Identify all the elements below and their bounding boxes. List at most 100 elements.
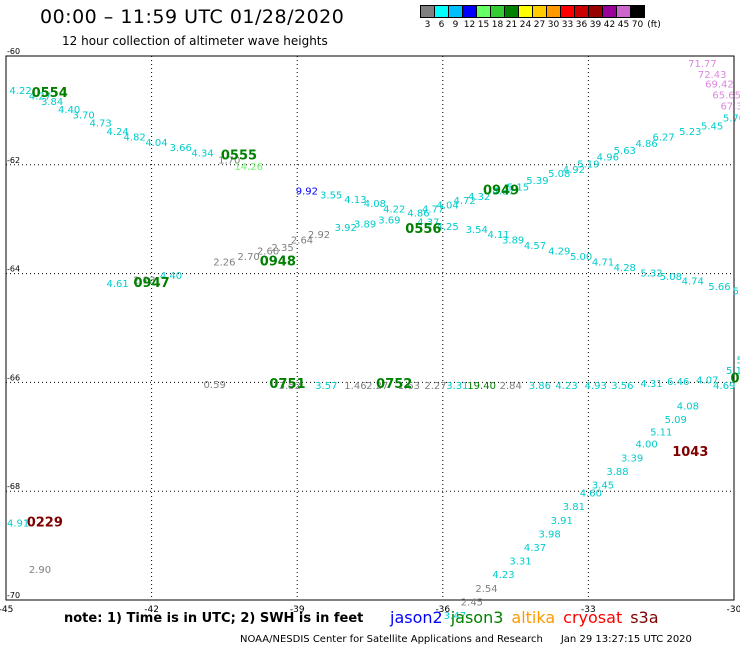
wave-height-label: 4.93 [585, 381, 607, 392]
legend-label: 70 [631, 20, 644, 30]
wave-height-label: 3.69 [378, 216, 400, 227]
pass-time-label: 0949 [483, 184, 519, 199]
wave-height-label: 1.46 [344, 381, 366, 392]
wave-height-label: 4.04 [437, 200, 459, 211]
wave-height-label: 3.47 [444, 611, 466, 622]
wave-height-label: 4.13 [344, 195, 366, 206]
latitude-tick-label: -70 [7, 591, 20, 600]
longitude-tick-label: -36 [435, 605, 450, 615]
wave-height-label: 69.42 [705, 80, 734, 91]
wave-height-label: 3.89 [502, 236, 524, 247]
wave-height-label: 5. [737, 355, 740, 366]
wave-height-label: 4.27 [29, 92, 51, 103]
wave-height-label: 3.70 [73, 111, 95, 122]
legend-unit: (ft) [647, 20, 661, 30]
wave-height-label: 1.63 [398, 381, 420, 392]
wave-height-label: 4.61 [106, 279, 128, 290]
latitude-tick-label: -64 [7, 265, 20, 274]
wave-height-label: 3.84 [41, 97, 63, 108]
latitude-tick-label: -60 [7, 47, 20, 56]
pass-time-label: 0555 [221, 148, 257, 163]
legend-label: 30 [547, 20, 560, 30]
satellite-legend: jason2 jason3 altika cryosat s3a [390, 608, 667, 627]
wave-height-label: 4.00 [636, 440, 658, 451]
legend-labels: 3 6 9 12 15 18 21 24 27 30 33 36 39 42 45 70 (ft) [420, 18, 661, 32]
wave-height-label: 14.26 [234, 162, 263, 173]
wave-height-label: 2.64 [291, 236, 313, 247]
satellite-label-cryosat: cryosat [563, 608, 623, 627]
wave-height-label: 71.77 [688, 59, 717, 70]
wave-height-label: 5.49 [733, 286, 740, 297]
wave-height-label: 4.91 [7, 519, 29, 530]
legend-label: 42 [603, 20, 616, 30]
wave-height-label: 2.54 [475, 584, 497, 595]
longitude-tick-label: -45 [0, 605, 13, 615]
wave-height-label: 4.08 [364, 199, 386, 210]
wave-height-label: 5.11 [650, 428, 672, 439]
longitude-tick-label: -33 [581, 605, 596, 615]
wave-height-label: 4.32 [468, 192, 490, 203]
wave-height-label: 5.66 [708, 282, 730, 293]
legend-swatches [420, 5, 645, 18]
wave-height-label: 2.70 [238, 252, 260, 263]
satellite-label-s3a: s3a [630, 608, 659, 627]
legend-label: 9 [452, 20, 459, 30]
latitude-tick-label: -66 [7, 373, 20, 382]
wave-height-label: 4.74 [682, 276, 704, 287]
wave-height-label: 5.19 [577, 160, 599, 171]
satellite-label-jason2: jason2 [390, 608, 443, 627]
wave-height-label: 4.29 [548, 247, 570, 258]
wave-height-label: 3.89 [354, 219, 376, 230]
wave-height-label: 2.45 [461, 597, 483, 608]
wave-height-label: 4.86 [636, 139, 658, 150]
wave-height-label: 6.27 [652, 132, 674, 143]
satellite-label-altika: altika [511, 608, 556, 627]
wave-height-label: 4.11 [487, 230, 509, 241]
wave-height-label: 2.27 [366, 381, 388, 392]
wave-height-label: 2.60 [257, 247, 279, 258]
wave-height-label: 3.88 [606, 467, 628, 478]
generated-timestamp: Jan 29 13:27:15 UTC 2020 [560, 634, 692, 645]
longitude-tick-label: -42 [144, 605, 159, 615]
wave-height-label: 4.92 [563, 165, 585, 176]
legend-label: 21 [505, 20, 518, 30]
wave-height-label: 4.23 [555, 381, 577, 392]
wave-height-label: 67.3 [720, 101, 740, 112]
legend-swatch [630, 5, 645, 18]
pass-time-label: 0947 [134, 276, 170, 291]
wave-height-label: 2.92 [308, 230, 330, 241]
wave-height-label: 4.87 [492, 187, 514, 198]
wave-height-label: 6.46 [667, 377, 689, 388]
wave-height-label: 4.69 [713, 381, 735, 392]
pass-time-label: 0751 [269, 377, 305, 392]
wave-height-label: 4.28 [614, 263, 636, 274]
wave-height-label: 3.31 [446, 381, 468, 392]
legend-label: 18 [491, 20, 504, 30]
wave-height-label: 5.1 [726, 366, 740, 377]
map-frame [5, 55, 735, 601]
wave-height-label: 65.65 [712, 90, 740, 101]
pass-time-label: 1043 [672, 445, 708, 460]
wave-height-label: 5.15 [507, 182, 529, 193]
credit-text: NOAA/NESDIS Center for Satellite Applica… [240, 634, 543, 645]
wave-height-label: 3.98 [538, 529, 560, 540]
wave-height-label: 3.91 [551, 516, 573, 527]
longitude-tick-label: -30 [727, 605, 740, 615]
wave-height-label: 3.52 [279, 381, 301, 392]
longitude-tick-label: -39 [290, 605, 305, 615]
latitude-tick-label: -62 [7, 156, 20, 165]
wave-height-label: 4.25 [437, 222, 459, 233]
wave-height-label: 3.92 [335, 223, 357, 234]
wave-height-label: 19.40 [467, 381, 496, 392]
legend-label: 39 [589, 20, 602, 30]
pass-time-label: 0229 [27, 516, 63, 531]
satellite-label-jason3: jason3 [450, 608, 504, 627]
wave-height-label: 2.90 [29, 565, 51, 576]
wave-height-label: 5.45 [701, 121, 723, 132]
wave-height-label: 5.70 [723, 113, 740, 124]
wave-height-label: 4.82 [123, 132, 145, 143]
legend-label: 3 [424, 20, 431, 30]
wave-height-label: 3.54 [466, 225, 488, 236]
wave-height-label: 5.09 [665, 415, 687, 426]
